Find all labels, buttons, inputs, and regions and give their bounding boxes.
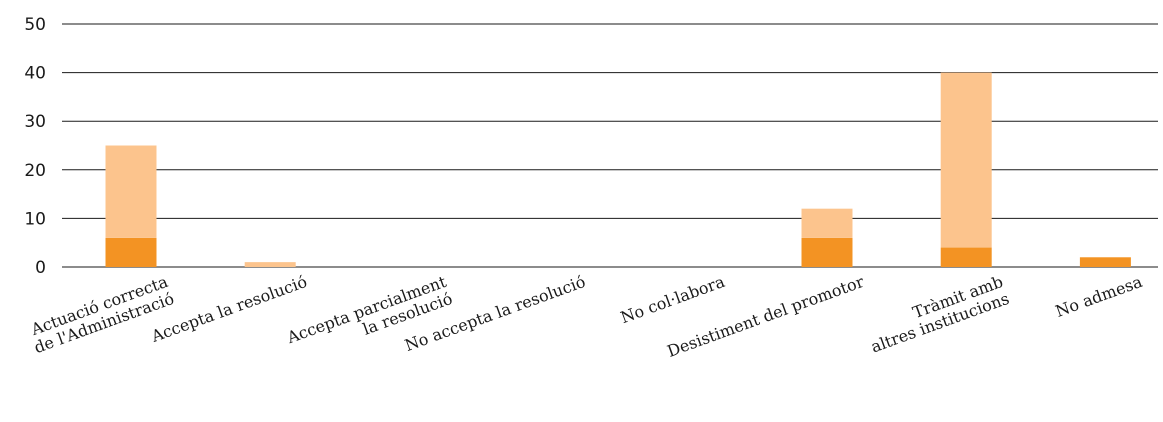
bar-7-series-0: [1079, 257, 1131, 267]
y-axis-ticks: 0 10 20 30 40 50: [24, 15, 46, 278]
ytick-label-0: 0: [35, 258, 46, 278]
bar-0-series-0: [105, 237, 157, 267]
ytick-label-50: 50: [24, 15, 46, 35]
bar-6-series-0: [940, 247, 992, 267]
xtick-label-6: Tràmit ambaltres institucions: [862, 272, 1012, 357]
bar-0-series-1: [105, 145, 157, 238]
bar-layer: [105, 72, 1131, 267]
x-axis-ticks: Actuació correctade l'AdministracióAccep…: [28, 272, 1145, 365]
xtick-label-4: No col·labora: [618, 272, 728, 327]
xtick-label-line: Accepta la resolució: [148, 272, 310, 346]
bar-6-series-1: [940, 72, 992, 248]
ytick-label-10: 10: [24, 209, 46, 229]
ytick-label-20: 20: [24, 161, 46, 181]
ytick-label-40: 40: [24, 64, 46, 84]
ytick-label-30: 30: [24, 112, 46, 132]
grid-layer: [62, 23, 1158, 268]
xtick-label-line: No col·labora: [618, 272, 728, 327]
bar-5-series-0: [801, 237, 853, 267]
xtick-label-1: Accepta la resolució: [148, 272, 310, 346]
xtick-label-line: No admesa: [1053, 272, 1145, 321]
bar-1-series-1: [244, 262, 296, 267]
xtick-label-7: No admesa: [1053, 272, 1145, 321]
bar-5-series-1: [801, 208, 853, 238]
xtick-label-2: Accepta parcialmentla resolució: [284, 272, 456, 365]
